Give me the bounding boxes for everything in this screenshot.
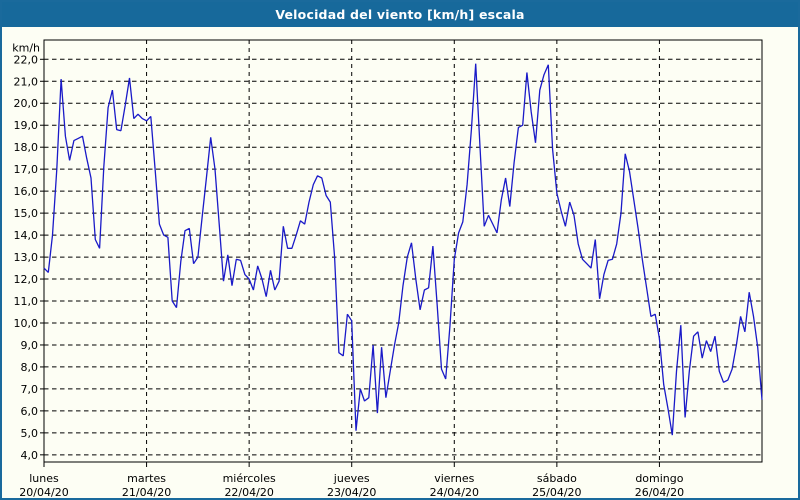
- y-axis-label: 9,0: [21, 339, 39, 352]
- y-axis-label: 4,0: [21, 449, 39, 462]
- x-axis-date-label: 21/04/20: [122, 486, 171, 499]
- y-axis-label: 6,0: [21, 405, 39, 418]
- title-bar: Velocidad del viento [km/h] escala: [2, 2, 798, 27]
- x-axis-day-label: jueves: [333, 472, 370, 485]
- y-axis-label: 10,0: [14, 317, 39, 330]
- y-axis-label: 13,0: [14, 251, 39, 264]
- x-axis-day-label: lunes: [29, 472, 59, 485]
- y-axis-label: 16,0: [14, 185, 39, 198]
- y-axis-label: 11,0: [14, 295, 39, 308]
- x-axis-day-label: sábado: [537, 472, 577, 485]
- x-axis-date-label: 22/04/20: [224, 486, 273, 499]
- y-axis-label: 12,0: [14, 273, 39, 286]
- y-axis-label: 7,0: [21, 383, 39, 396]
- x-axis-day-label: viernes: [434, 472, 474, 485]
- x-axis-day-label: miércoles: [223, 472, 276, 485]
- y-axis-label: 21,0: [14, 75, 39, 88]
- plot-border: [43, 39, 763, 463]
- y-axis-label: 22,0: [14, 53, 39, 66]
- wind-speed-line: [43, 63, 763, 436]
- y-axis-label: 14,0: [14, 229, 39, 242]
- x-axis-date-label: 20/04/20: [19, 486, 68, 499]
- y-axis-label: 20,0: [14, 97, 39, 110]
- x-axis-day-label: martes: [127, 472, 166, 485]
- y-axis-label: 19,0: [14, 119, 39, 132]
- x-axis-date-label: 26/04/20: [635, 486, 684, 499]
- y-axis-label: 5,0: [21, 427, 39, 440]
- y-axis-label: 8,0: [21, 361, 39, 374]
- x-axis-date-label: 25/04/20: [532, 486, 581, 499]
- y-axis-label: 15,0: [14, 207, 39, 220]
- chart-title: Velocidad del viento [km/h] escala: [275, 7, 525, 22]
- x-axis-date-label: 24/04/20: [430, 486, 479, 499]
- x-axis-date-label: 23/04/20: [327, 486, 376, 499]
- y-axis-label: 17,0: [14, 163, 39, 176]
- y-axis-unit-label: km/h: [12, 41, 40, 54]
- x-axis-day-label: domingo: [635, 472, 683, 485]
- y-axis-label: 18,0: [14, 141, 39, 154]
